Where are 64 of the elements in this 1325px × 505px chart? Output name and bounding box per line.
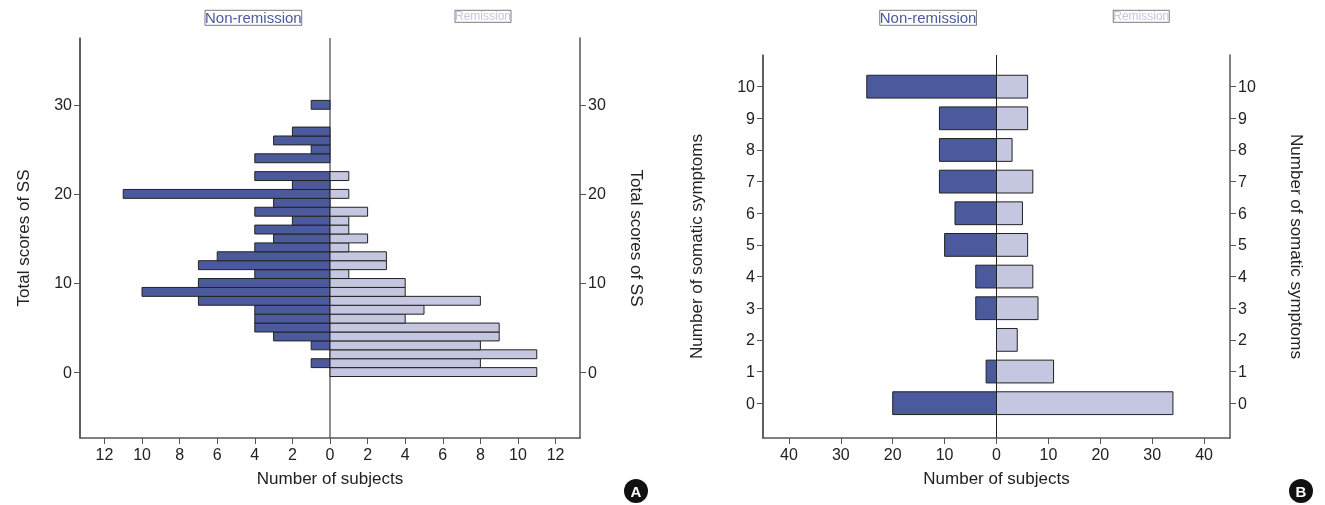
x-axis-title: Number of subjects bbox=[256, 469, 404, 488]
x-tick-label: 30 bbox=[831, 445, 850, 463]
y2-tick-label: 20 bbox=[588, 185, 606, 203]
y2-axis-title: Number of somatic symptoms bbox=[1287, 134, 1306, 359]
y-tick-label: 9 bbox=[746, 109, 756, 127]
text: A bbox=[624, 479, 648, 503]
y2-tick-label: 5 bbox=[1238, 236, 1247, 254]
y2-tick-label: 6 bbox=[1238, 204, 1247, 222]
y2-tick-label: 2 bbox=[1238, 331, 1247, 349]
y-tick-label: 10 bbox=[54, 274, 73, 292]
y2-tick-label: 7 bbox=[1238, 173, 1247, 191]
x-tick-label: 10 bbox=[133, 445, 152, 463]
y-tick-label: 20 bbox=[54, 185, 73, 203]
y2-axis-title: Total scores of SS bbox=[627, 169, 646, 307]
x-tick-label: 6 bbox=[212, 445, 222, 463]
y2-tick-label: 0 bbox=[588, 363, 597, 381]
text: Remission bbox=[455, 9, 512, 24]
x-tick-label: 0 bbox=[325, 445, 335, 463]
x-tick-label: 30 bbox=[1143, 445, 1162, 463]
y2-tick-label: 30 bbox=[588, 96, 606, 114]
y2-tick-label: 10 bbox=[588, 274, 606, 292]
y-tick-label: 1 bbox=[746, 363, 756, 381]
x-tick-label: 12 bbox=[546, 445, 565, 463]
y-axis-title: Total scores of SS bbox=[14, 169, 33, 307]
y-tick-label: 2 bbox=[746, 331, 756, 349]
y2-tick-label: 4 bbox=[1238, 268, 1247, 286]
x-tick-label: 20 bbox=[1091, 445, 1110, 463]
y2-tick-label: 0 bbox=[1238, 394, 1247, 412]
x-tick-label: 12 bbox=[95, 445, 114, 463]
y-tick-label: 7 bbox=[746, 173, 756, 191]
y2-tick-label: 3 bbox=[1238, 299, 1247, 317]
y2-tick-label: 10 bbox=[1238, 78, 1256, 96]
x-tick-label: 10 bbox=[509, 445, 527, 463]
y-axis-title: Number of somatic symptoms bbox=[687, 134, 706, 359]
y-tick-label: 3 bbox=[746, 299, 756, 317]
y2-tick-label: 8 bbox=[1238, 141, 1247, 159]
x-tick-label: 4 bbox=[400, 445, 410, 463]
y-tick-label: 0 bbox=[63, 363, 73, 381]
text: Non-remission bbox=[205, 9, 302, 27]
x-tick-label: 40 bbox=[1195, 445, 1214, 463]
x-tick-label: 2 bbox=[363, 445, 373, 463]
text: B bbox=[1289, 479, 1313, 503]
x-axis-title: Number of subjects bbox=[923, 469, 1070, 488]
x-tick-label: 40 bbox=[780, 445, 798, 463]
x-tick-label: 10 bbox=[935, 445, 954, 463]
text: Non-remission bbox=[879, 9, 977, 27]
y-tick-label: 6 bbox=[746, 204, 756, 222]
x-tick-label: 6 bbox=[438, 445, 448, 463]
x-tick-label: 20 bbox=[883, 445, 902, 463]
y2-tick-label: 9 bbox=[1238, 109, 1247, 127]
x-tick-label: 8 bbox=[175, 445, 185, 463]
x-tick-label: 0 bbox=[992, 445, 1002, 463]
y-tick-label: 30 bbox=[54, 96, 73, 114]
y-tick-label: 5 bbox=[746, 236, 756, 254]
x-tick-label: 2 bbox=[287, 445, 297, 463]
y-tick-label: 8 bbox=[746, 141, 756, 159]
x-tick-label: 4 bbox=[250, 445, 260, 463]
x-tick-label: 8 bbox=[475, 445, 485, 463]
y-tick-label: 10 bbox=[737, 78, 756, 96]
y2-tick-label: 1 bbox=[1238, 363, 1247, 381]
y-tick-label: 4 bbox=[746, 268, 756, 286]
y-tick-label: 0 bbox=[746, 394, 756, 412]
text: Remission bbox=[1113, 9, 1170, 24]
x-tick-label: 10 bbox=[1039, 445, 1058, 463]
